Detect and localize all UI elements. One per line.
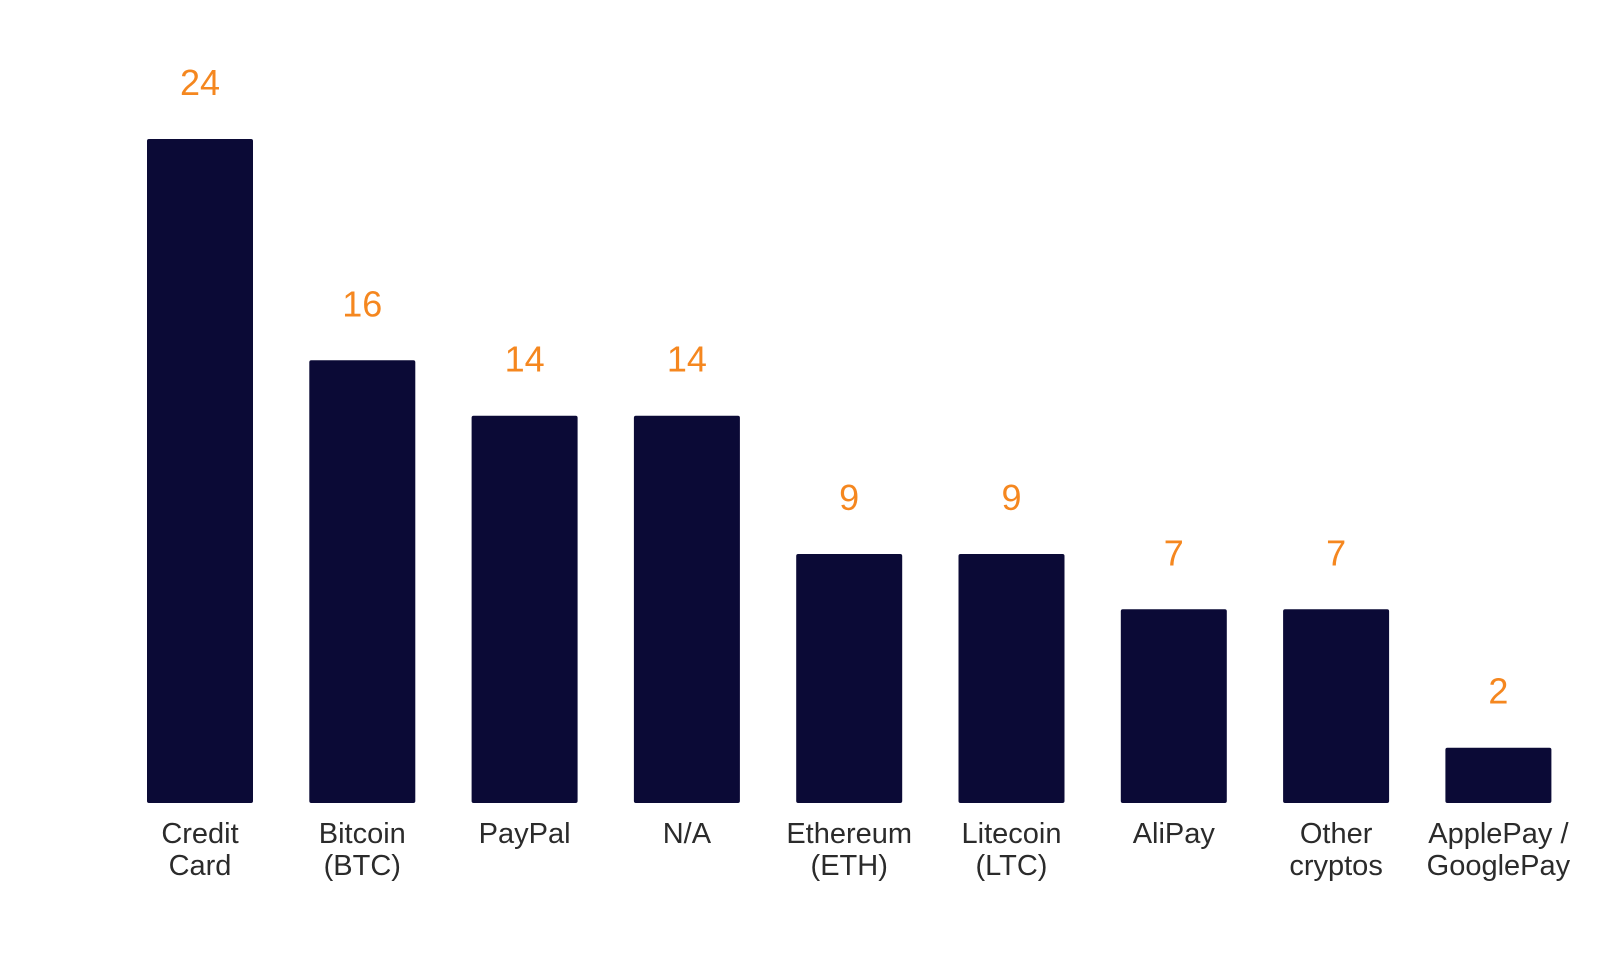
- bar-value-label: 16: [342, 283, 382, 324]
- x-tick-label: Credit Card: [161, 818, 238, 882]
- x-tick-label-line: cryptos: [1289, 850, 1382, 882]
- bar: [471, 415, 578, 803]
- x-tick-label: Bitcoin (BTC): [319, 818, 406, 882]
- bar: [633, 415, 740, 803]
- bar-value-label: 7: [1164, 532, 1184, 573]
- bar: [1445, 747, 1552, 803]
- x-tick-label-line: Other: [1300, 818, 1373, 850]
- x-tick-label: Ethereum (ETH): [786, 818, 912, 882]
- bar: [309, 360, 416, 803]
- x-tick-label: Other cryptos: [1289, 818, 1382, 882]
- bar: [796, 554, 903, 803]
- bar-value-label: 14: [667, 339, 707, 380]
- x-tick-label-line: Litecoin: [962, 818, 1062, 850]
- bar-value-label: 9: [839, 477, 859, 518]
- bar: [958, 554, 1065, 803]
- bar: [1120, 609, 1227, 803]
- x-tick-label-line: (LTC): [976, 850, 1048, 882]
- bar-value-label: 7: [1326, 532, 1346, 573]
- x-tick-label-line: Card: [169, 850, 232, 882]
- value-labels-layer: 24 16 14 14 9 9 7 7 2: [180, 62, 1508, 712]
- bar: [147, 139, 253, 803]
- bar-value-label: 2: [1488, 671, 1508, 712]
- x-tick-label-line: GooglePay: [1427, 850, 1571, 882]
- x-tick-label-line: ApplePay /: [1428, 818, 1569, 850]
- x-tick-label-line: AliPay: [1133, 818, 1216, 850]
- bar: [1283, 609, 1390, 803]
- x-tick-label-line: Credit: [161, 818, 238, 850]
- x-tick-label: N/A: [663, 818, 712, 850]
- x-tick-label: ApplePay / GooglePay: [1427, 818, 1571, 882]
- x-tick-label-line: (ETH): [811, 850, 888, 882]
- bar-value-label: 14: [505, 339, 545, 380]
- x-tick-label-line: (BTC): [324, 850, 401, 882]
- x-tick-label-line: Bitcoin: [319, 818, 406, 850]
- x-tick-label-line: N/A: [663, 818, 712, 850]
- x-tick-label: AliPay: [1133, 818, 1216, 850]
- bar-value-label: 24: [180, 62, 220, 103]
- bars-layer: [147, 139, 1552, 803]
- x-tick-label-line: PayPal: [479, 818, 571, 850]
- x-tick-label: Litecoin (LTC): [962, 818, 1062, 882]
- bar-value-label: 9: [1001, 477, 1021, 518]
- x-tick-label: PayPal: [479, 818, 571, 850]
- x-tick-label-line: Ethereum: [786, 818, 912, 850]
